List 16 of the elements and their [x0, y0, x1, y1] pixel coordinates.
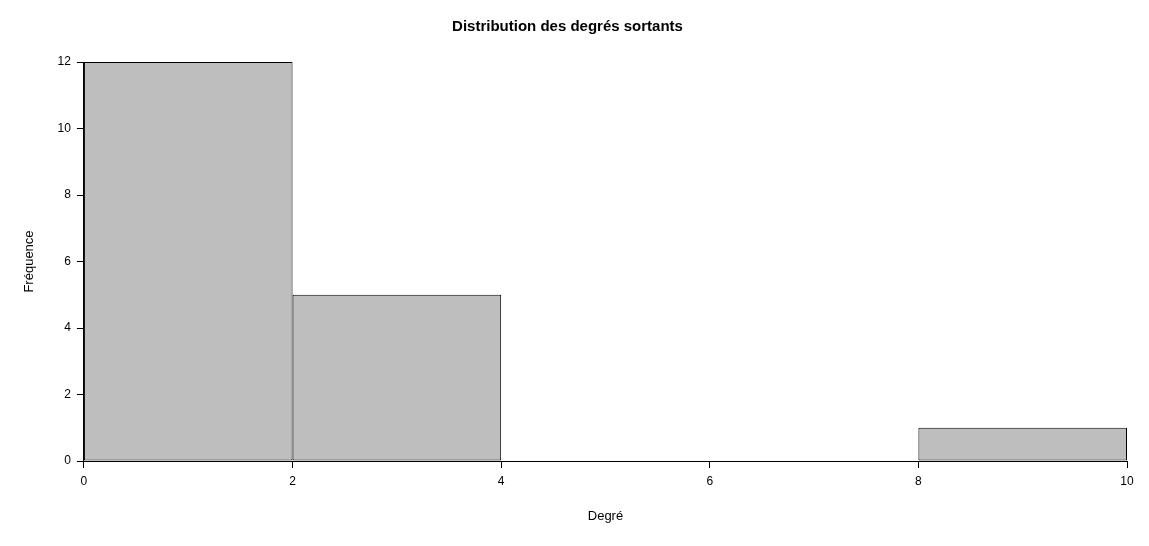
- y-tick-label: 2: [64, 386, 72, 401]
- x-tick-label: 10: [1120, 473, 1134, 488]
- chart-title: Distribution des degrés sortants: [452, 17, 683, 35]
- x-tick-label: 6: [706, 473, 714, 488]
- x-tick-label: 2: [289, 473, 297, 488]
- x-axis-title: Degré: [587, 507, 624, 523]
- y-tick-label: 0: [64, 453, 72, 468]
- y-tick-label: 10: [57, 120, 72, 135]
- x-tick-label: 4: [497, 473, 505, 488]
- y-tick-label: 4: [64, 320, 72, 335]
- x-tick-label: 0: [80, 473, 88, 488]
- y-tick-label: 12: [57, 54, 72, 69]
- y-axis-title: Fréquence: [21, 230, 37, 293]
- x-tick-label: 8: [915, 473, 923, 488]
- y-tick-label: 6: [64, 253, 72, 268]
- y-tick-label: 8: [64, 187, 72, 202]
